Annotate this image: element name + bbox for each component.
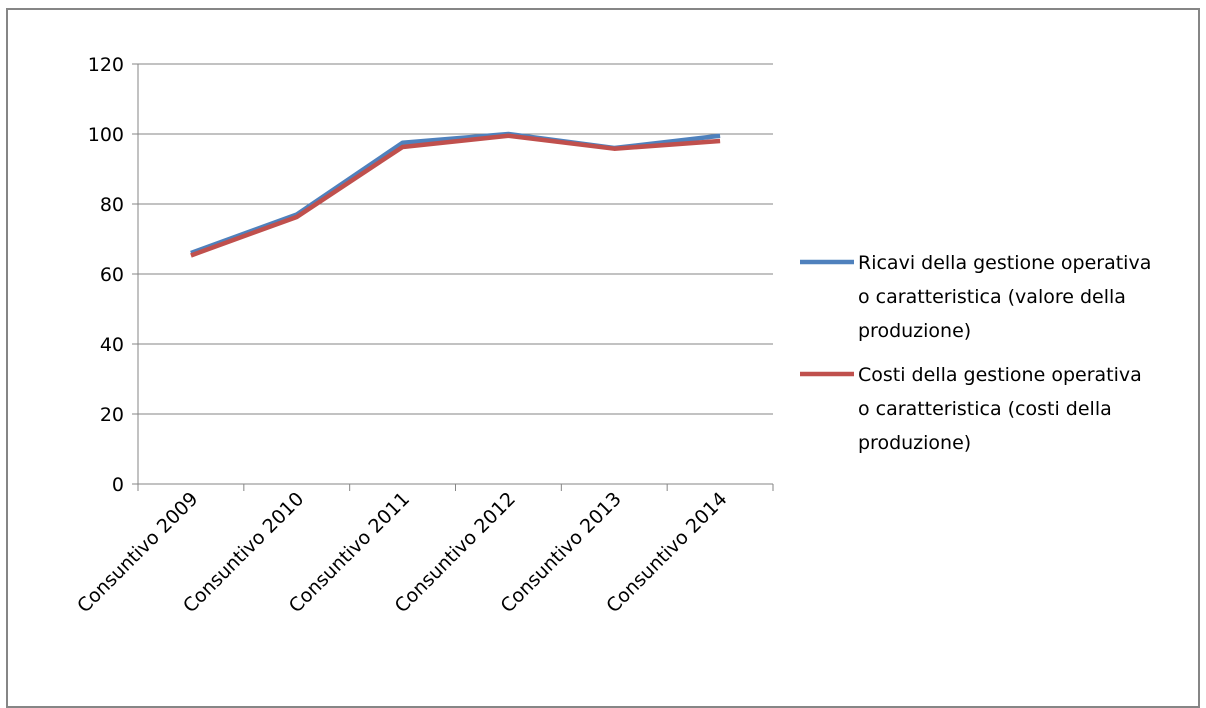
y-tick-label: 40 [100, 334, 124, 356]
legend-label: Ricavi della gestione operativa [858, 252, 1151, 274]
y-tick-label: 0 [112, 474, 124, 496]
y-tick-label: 120 [88, 54, 124, 76]
y-tick-label: 80 [100, 194, 124, 216]
legend-label: produzione) [858, 320, 971, 342]
series-line-1 [191, 134, 720, 253]
legend-label: produzione) [858, 432, 971, 454]
y-tick-label: 100 [88, 124, 124, 146]
y-tick-label: 20 [100, 404, 124, 426]
legend-label: o caratteristica (costi della [858, 398, 1112, 420]
series-line-2 [191, 136, 720, 256]
legend-label: o caratteristica (valore della [858, 286, 1126, 308]
y-tick-label: 60 [100, 264, 124, 286]
legend-label: Costi della gestione operativa [858, 364, 1142, 386]
